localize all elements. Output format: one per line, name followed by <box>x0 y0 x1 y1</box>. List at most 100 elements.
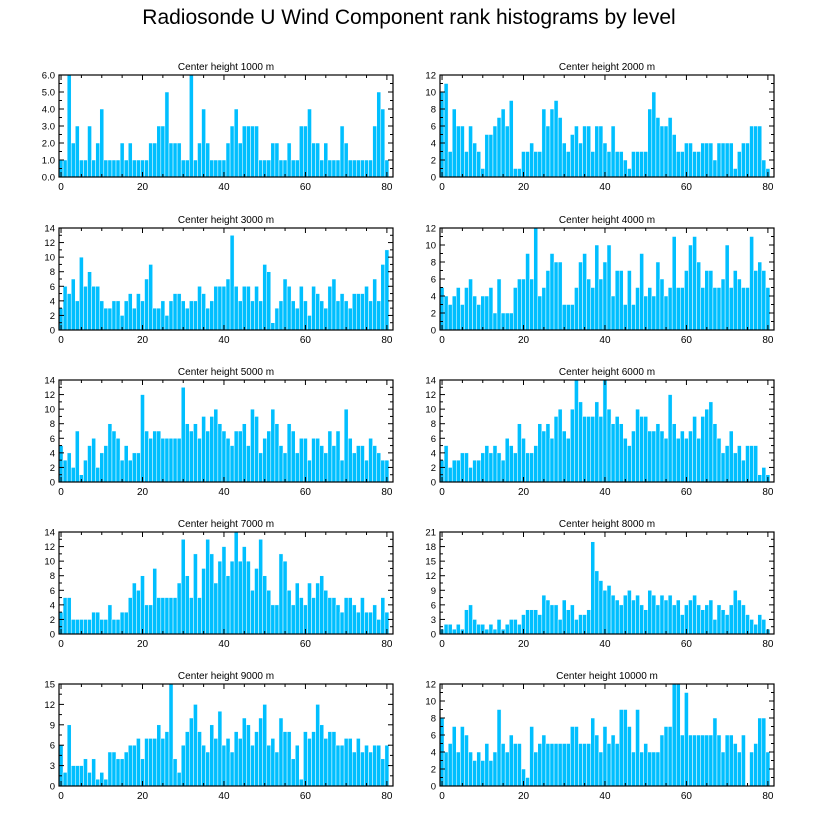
histogram-bar <box>712 423 718 483</box>
histogram-bar <box>95 467 100 483</box>
histogram-bar <box>468 278 473 331</box>
y-tick-label: 6 <box>50 434 55 445</box>
histogram-bar <box>447 304 453 331</box>
histogram-bar <box>476 151 481 178</box>
x-tick-label: 0 <box>439 639 445 650</box>
histogram-bar <box>720 452 726 483</box>
histogram-bar <box>246 286 251 331</box>
y-tick-label: 4 <box>431 748 436 759</box>
histogram-bar <box>684 438 689 483</box>
histogram-bar <box>299 778 304 787</box>
histogram-bar <box>209 553 215 635</box>
histogram-bar <box>286 423 292 483</box>
histogram-bar <box>508 445 514 483</box>
histogram-bar <box>533 227 538 331</box>
histogram-bar <box>119 758 125 787</box>
histogram-bar <box>594 570 600 635</box>
x-tick-label: 0 <box>58 335 64 346</box>
histogram-bar <box>566 438 571 483</box>
histogram-bar <box>229 235 235 331</box>
histogram-bar <box>720 278 726 331</box>
histogram-bar <box>376 744 382 787</box>
histogram-bar <box>237 430 243 483</box>
histogram-bar <box>525 777 530 787</box>
histogram-bar <box>136 738 141 787</box>
histogram-bar <box>753 125 758 178</box>
histogram-bar <box>258 452 263 483</box>
x-tick-label: 40 <box>218 335 230 346</box>
histogram-bar <box>704 408 710 483</box>
histogram-bar <box>594 734 600 787</box>
histogram-bar <box>655 117 661 178</box>
x-tick-label: 0 <box>439 182 445 193</box>
histogram-bar <box>456 287 461 331</box>
histogram-bar <box>545 423 551 483</box>
histogram-bar <box>201 568 206 635</box>
histogram-bar <box>347 738 353 787</box>
y-tick-label: 12 <box>44 700 55 711</box>
histogram-bar <box>753 743 758 787</box>
histogram-bar <box>274 142 280 178</box>
histogram-bar <box>99 300 105 331</box>
histogram-bar <box>148 604 153 635</box>
histogram-bar <box>557 261 563 331</box>
histogram-bar <box>148 438 153 483</box>
histogram-bar <box>132 582 137 635</box>
histogram-bar <box>123 159 129 178</box>
histogram-bar <box>610 125 616 178</box>
histogram-bar <box>274 751 280 787</box>
y-tick-label: 4 <box>50 448 55 459</box>
x-tick-label: 80 <box>381 791 393 802</box>
histogram-bar <box>480 452 486 483</box>
histogram-bar <box>75 430 80 483</box>
histogram-bar <box>574 619 579 635</box>
histogram-panel: Center height 4000 m 0 20 40 60 80 0 2 4 6 8 10 12 <box>425 215 775 346</box>
y-tick-label: 4 <box>431 292 436 303</box>
histogram-bar <box>443 445 449 483</box>
histogram-bar <box>123 445 129 483</box>
histogram-bar <box>254 416 259 483</box>
histogram-bar <box>172 597 178 635</box>
histogram-bar <box>700 416 705 483</box>
histogram-bar <box>229 125 235 178</box>
histogram-bar <box>696 734 701 787</box>
histogram-bar <box>152 142 157 178</box>
x-tick-label: 60 <box>681 639 693 650</box>
histogram-bar <box>205 307 210 331</box>
histogram-bar <box>225 278 231 331</box>
histogram-bar <box>376 300 382 331</box>
histogram-bar <box>189 430 194 483</box>
histogram-bar <box>663 438 669 483</box>
histogram-bar <box>480 295 486 331</box>
y-tick-label: 0 <box>50 782 55 793</box>
histogram-bar <box>757 261 763 331</box>
histogram-bar <box>663 726 669 787</box>
histogram-bar <box>356 293 361 331</box>
x-tick-label: 80 <box>381 335 393 346</box>
histogram-bar <box>451 459 457 483</box>
histogram-bar <box>274 604 280 635</box>
histogram-bar <box>468 125 473 178</box>
y-tick-label: 2 <box>431 463 436 474</box>
histogram-bar <box>492 445 498 483</box>
histogram-bar <box>574 379 579 483</box>
x-tick-label: 60 <box>300 791 312 802</box>
histogram-bar <box>741 459 746 483</box>
histogram-bar <box>529 142 534 178</box>
x-tick-label: 20 <box>518 182 530 193</box>
y-tick-label: 3 <box>431 615 436 626</box>
histogram-bar <box>708 270 714 331</box>
y-tick-label: 8 <box>431 714 436 725</box>
histogram-bar <box>176 142 182 178</box>
histogram-bar <box>521 278 526 331</box>
histogram-bar <box>132 452 137 483</box>
histogram-bar <box>339 744 345 787</box>
histogram-bar <box>152 568 157 635</box>
histogram-bar <box>352 159 357 178</box>
histogram-bar <box>136 293 141 331</box>
histogram-bar <box>164 91 170 178</box>
histogram-bar <box>688 244 693 331</box>
histogram-bar <box>525 452 530 483</box>
histogram-bar <box>553 100 559 178</box>
histogram-bar <box>294 159 300 178</box>
